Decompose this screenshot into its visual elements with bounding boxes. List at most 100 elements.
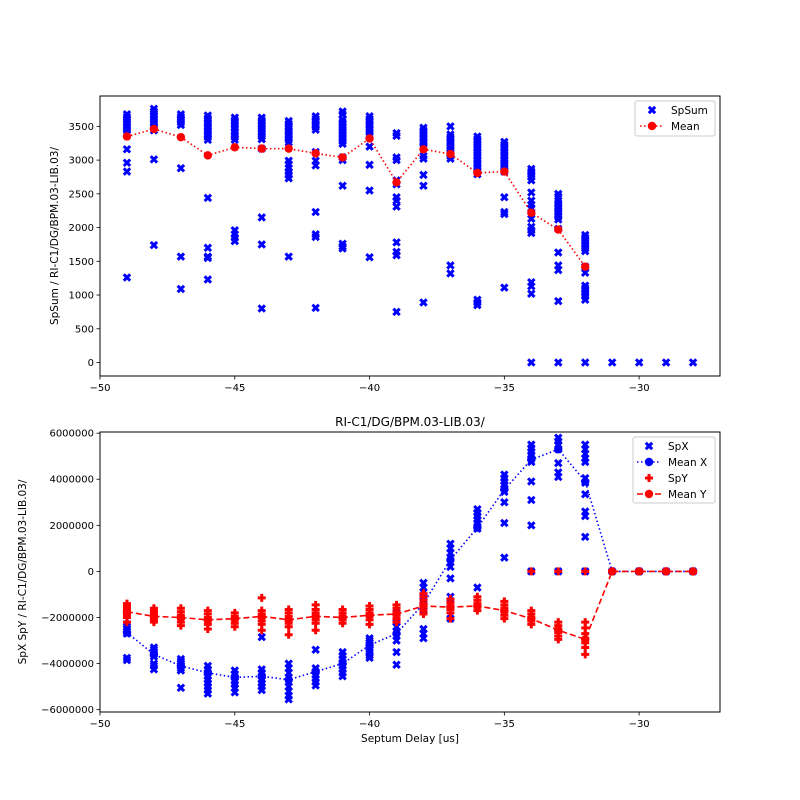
y-tick-label: 6000000 bbox=[49, 429, 94, 440]
point-mean bbox=[149, 124, 159, 134]
point-spsum bbox=[311, 161, 320, 170]
point-spsum bbox=[473, 300, 482, 310]
legend-box bbox=[632, 436, 716, 504]
point-mean-x bbox=[284, 675, 293, 684]
point-mean-y bbox=[419, 601, 428, 611]
point-spsum bbox=[554, 358, 563, 367]
point-spsum bbox=[580, 246, 590, 256]
point-spsum bbox=[527, 282, 536, 291]
point-spy bbox=[446, 614, 455, 623]
point-spy bbox=[122, 618, 131, 627]
point-spsum bbox=[122, 158, 132, 168]
point-spy bbox=[419, 610, 428, 619]
point-spsum bbox=[311, 232, 320, 242]
point-mean-y bbox=[311, 612, 320, 621]
point-spy bbox=[527, 567, 536, 576]
point-mean-x bbox=[230, 673, 239, 682]
plot-spx-spy-marks bbox=[122, 433, 698, 704]
point-spsum bbox=[392, 202, 401, 211]
point-spsum bbox=[392, 250, 401, 260]
point-spx bbox=[527, 495, 536, 505]
point-mean bbox=[527, 208, 536, 217]
point-spsum bbox=[554, 215, 563, 224]
point-spsum bbox=[122, 145, 132, 154]
legend-marker-mean bbox=[640, 121, 664, 131]
point-spsum bbox=[661, 358, 671, 367]
x-tick-label: −40 bbox=[359, 719, 380, 730]
point-spsum bbox=[149, 240, 159, 250]
point-spsum bbox=[527, 228, 536, 238]
point-spsum bbox=[607, 358, 617, 367]
point-spsum bbox=[554, 296, 563, 306]
point-spsum bbox=[311, 303, 320, 313]
point-spy bbox=[365, 620, 374, 629]
point-spx bbox=[392, 636, 401, 645]
point-spsum bbox=[149, 155, 159, 164]
point-spsum bbox=[203, 135, 213, 145]
point-mean-y bbox=[634, 567, 644, 576]
x-tick-label: −50 bbox=[89, 719, 110, 730]
y-tick-label: 500 bbox=[75, 324, 94, 335]
point-spsum bbox=[554, 265, 563, 275]
legend-label-mean-x: Mean X bbox=[668, 457, 707, 469]
point-spsum bbox=[688, 358, 698, 367]
point-spy bbox=[392, 618, 401, 627]
point-mean-x bbox=[311, 667, 320, 676]
legend-icon-spx bbox=[644, 441, 654, 451]
x-tick-label: −30 bbox=[629, 383, 650, 394]
point-spx bbox=[311, 645, 320, 655]
point-mean-x bbox=[122, 628, 132, 637]
x-tick-label: −30 bbox=[629, 719, 650, 730]
point-spsum bbox=[527, 188, 536, 197]
point-spx bbox=[122, 655, 132, 665]
point-mean-y bbox=[338, 613, 347, 622]
point-spsum bbox=[230, 135, 240, 145]
point-spsum bbox=[446, 269, 455, 278]
point-mean bbox=[203, 151, 213, 160]
y-tick-label: 2000 bbox=[69, 223, 94, 234]
point-mean-y bbox=[554, 625, 563, 635]
point-spsum bbox=[176, 120, 186, 130]
point-spsum bbox=[392, 307, 401, 317]
point-spx bbox=[149, 665, 159, 674]
legend-marker-mean-x bbox=[637, 457, 661, 467]
point-spy bbox=[203, 625, 212, 634]
point-mean-y bbox=[365, 611, 374, 620]
point-spx bbox=[580, 457, 590, 467]
plot-spx-spy-x-axis: −50 −45 −40 −35 −30 bbox=[89, 712, 650, 730]
plot-spx-spy-title: RI-C1/DG/BPM.03-LIB.03/ bbox=[335, 415, 486, 429]
point-mean-x bbox=[257, 672, 266, 681]
point-spsum bbox=[527, 214, 536, 224]
point-mean bbox=[284, 144, 293, 153]
point-spx bbox=[203, 689, 213, 698]
point-mean-y bbox=[581, 635, 590, 644]
point-spsum bbox=[527, 289, 536, 298]
point-spsum bbox=[284, 138, 293, 147]
point-mean bbox=[257, 144, 266, 153]
point-spsum bbox=[176, 163, 186, 173]
plot-spsum-x-axis: −50 −45 −40 −35 −30 bbox=[89, 376, 650, 394]
plot-spsum-marks bbox=[122, 104, 698, 367]
legend-icon-mean-y bbox=[644, 489, 654, 499]
point-spsum bbox=[419, 154, 428, 164]
point-spy bbox=[176, 621, 185, 630]
plot-spx-spy-legend: SpX Mean X SpY Mean Y bbox=[632, 436, 716, 504]
point-spsum bbox=[634, 358, 644, 367]
x-tick-label: −35 bbox=[494, 719, 515, 730]
point-spsum bbox=[365, 160, 374, 170]
plot-spsum-legend: SpSum Mean bbox=[634, 100, 716, 137]
point-spsum bbox=[257, 213, 266, 222]
plot-spsum-y-label: SpSum / RI-C1/DG/BPM.03-LIB.03/ bbox=[49, 147, 61, 326]
point-spsum bbox=[122, 167, 132, 176]
point-mean bbox=[122, 132, 132, 141]
point-mean-x bbox=[500, 485, 509, 494]
plot-spsum-y-axis: 0 500 1000 1500 2000 2500 3000 3500 bbox=[69, 122, 100, 369]
plot-spx-spy-x-label: Septum Delay [us] bbox=[361, 733, 459, 745]
point-spx bbox=[176, 683, 186, 693]
point-spsum bbox=[257, 304, 266, 313]
point-mean-y bbox=[473, 601, 482, 611]
point-spy bbox=[284, 630, 293, 639]
point-spx bbox=[338, 672, 347, 681]
point-spsum bbox=[392, 238, 401, 247]
